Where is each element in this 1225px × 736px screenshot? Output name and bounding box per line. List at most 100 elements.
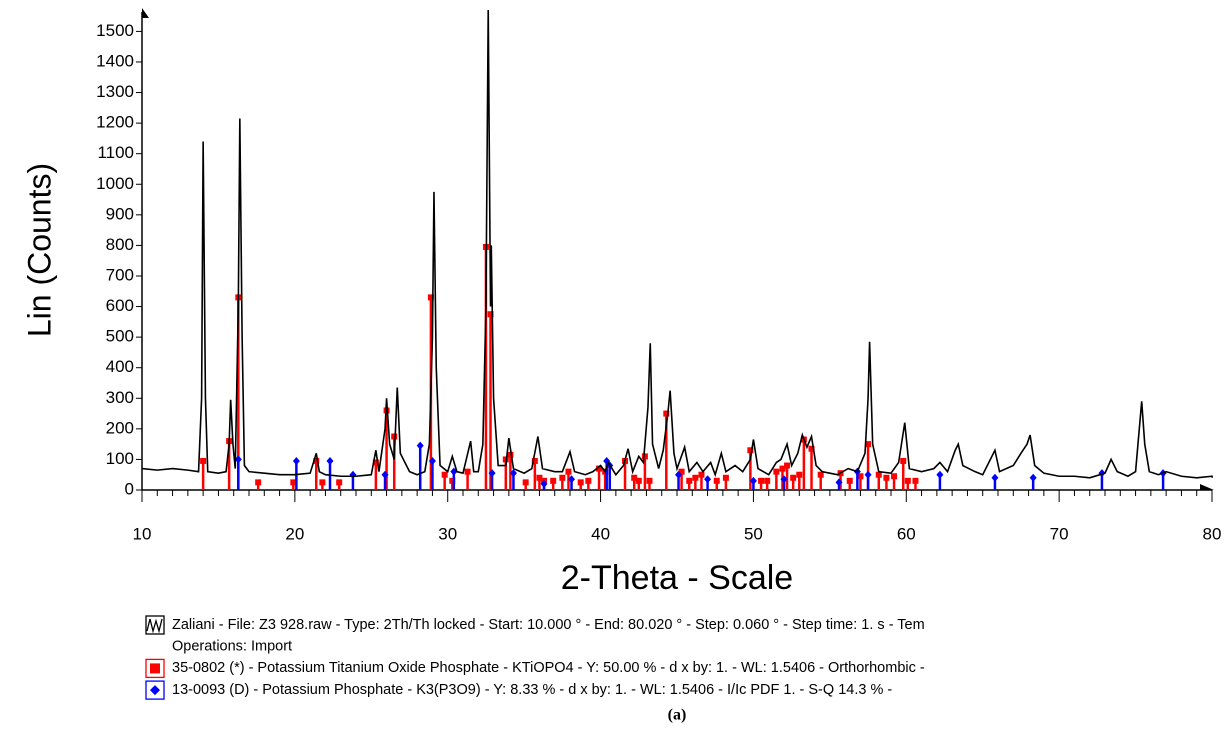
peak-marker	[319, 479, 326, 486]
reference-peak	[790, 474, 797, 490]
peak-marker	[780, 475, 788, 484]
peak-marker	[790, 474, 797, 481]
x-tick-label: 70	[1050, 524, 1069, 543]
caption: (a)	[668, 707, 687, 724]
reference-peak	[596, 465, 603, 490]
reference-peak	[891, 473, 898, 490]
legend-text: 13-0093 (D) - Potassium Phosphate - K3(P…	[172, 682, 892, 698]
reference-peak	[487, 311, 494, 490]
reference-peak	[764, 477, 771, 490]
legend-icon	[150, 663, 160, 674]
peak-marker	[464, 468, 471, 475]
peak-marker	[381, 470, 389, 479]
legend-icon	[150, 685, 160, 696]
reference-peak	[488, 469, 496, 490]
x-axis-arrow	[1200, 484, 1214, 490]
reference-peak	[864, 470, 872, 490]
reference-peak	[319, 479, 326, 490]
peak-marker	[292, 456, 300, 465]
peak-marker	[255, 479, 262, 486]
y-tick-label: 1200	[96, 113, 134, 132]
reference-peak	[912, 477, 919, 490]
peak-marker	[427, 294, 434, 301]
peak-marker	[568, 475, 576, 484]
reference-peak	[675, 470, 683, 490]
legend-text: Zaliani - File: Z3 928.raw - Type: 2Th/T…	[172, 617, 925, 633]
reference-peak	[991, 473, 999, 490]
x-tick-label: 50	[744, 524, 763, 543]
peak-marker	[487, 311, 494, 318]
legend-text: Operations: Import	[172, 639, 292, 655]
reference-peak	[698, 471, 705, 490]
reference-peak	[817, 471, 824, 490]
reference-peak	[234, 455, 242, 490]
peak-marker	[536, 474, 543, 481]
peak-marker	[428, 456, 436, 465]
peak-marker	[326, 456, 334, 465]
reference-peak	[1098, 469, 1106, 490]
peak-marker	[646, 477, 653, 484]
peak-marker	[488, 469, 496, 478]
y-tick-label: 700	[106, 265, 134, 284]
reference-peak	[857, 473, 864, 490]
peak-marker	[764, 477, 771, 484]
y-tick-label: 1300	[96, 82, 134, 101]
y-tick-label: 900	[106, 204, 134, 223]
peak-marker	[796, 471, 803, 478]
peak-marker	[391, 433, 398, 440]
peak-marker	[779, 465, 786, 472]
peak-marker	[758, 477, 765, 484]
peak-marker	[704, 475, 712, 484]
reference-peak	[372, 459, 379, 490]
reference-peak	[646, 477, 653, 490]
reference-peak	[349, 470, 357, 490]
reference-peak	[780, 475, 788, 490]
x-tick-label: 80	[1203, 524, 1222, 543]
reference-peak	[313, 457, 320, 490]
legend-box	[145, 615, 165, 635]
legend-text: 35-0802 (*) - Potassium Titanium Oxide P…	[172, 660, 925, 676]
reference-peak	[336, 479, 343, 490]
reference-peak	[773, 468, 780, 490]
reference-peak	[428, 456, 436, 490]
y-tick-label: 1000	[96, 174, 134, 193]
peak-marker	[713, 477, 720, 484]
y-tick-label: 800	[106, 235, 134, 254]
reference-peak	[686, 477, 693, 490]
reference-peak	[692, 474, 699, 490]
peak-marker	[857, 473, 864, 480]
reference-peak	[846, 477, 853, 490]
y-axis-arrow	[142, 8, 149, 18]
peak-marker	[912, 477, 919, 484]
y-tick-label: 100	[106, 449, 134, 468]
peak-marker	[835, 478, 843, 487]
peak-marker	[596, 465, 603, 472]
reference-peak	[835, 478, 843, 490]
peak-marker	[416, 441, 424, 450]
reference-peak	[722, 474, 729, 490]
diffraction-trace	[141, 9, 1214, 479]
reference-peak	[255, 479, 262, 490]
y-tick-label: 1100	[97, 143, 134, 162]
peak-marker	[722, 474, 729, 481]
reference-peak	[635, 477, 642, 490]
reference-peak	[1029, 473, 1037, 490]
y-tick-label: 0	[125, 479, 134, 498]
peak-marker	[200, 457, 207, 464]
reference-peak	[904, 477, 911, 490]
peak-marker	[817, 471, 824, 478]
reference-peak	[550, 477, 557, 490]
legend-box	[145, 658, 165, 679]
reference-peak	[449, 477, 456, 490]
y-tick-label: 1500	[96, 21, 134, 40]
peak-marker	[449, 477, 456, 484]
peak-marker	[509, 469, 517, 478]
peak-marker	[349, 470, 357, 479]
reference-peak	[540, 479, 548, 490]
peak-marker	[441, 471, 448, 478]
y-tick-label: 1400	[96, 51, 134, 70]
peak-marker	[336, 479, 343, 486]
peak-marker	[891, 473, 898, 480]
